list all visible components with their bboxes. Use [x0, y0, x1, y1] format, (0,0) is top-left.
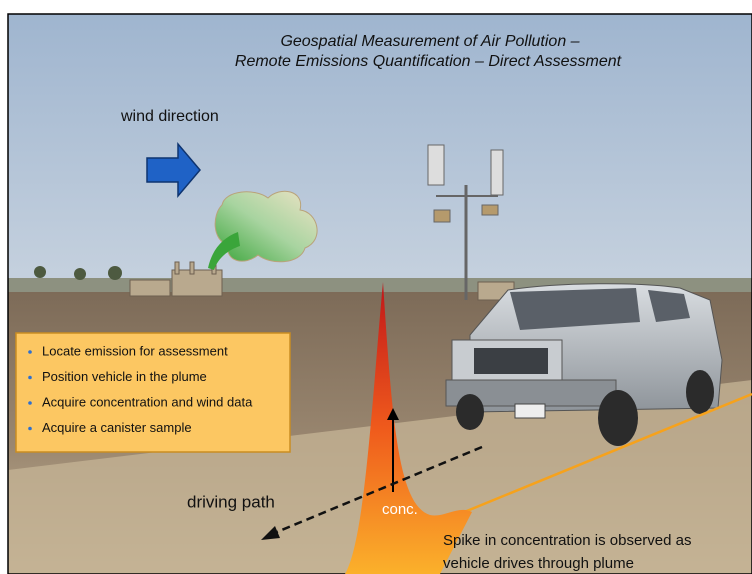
steps-box: Locate emission for assessment Position v… — [15, 332, 291, 453]
bullet — [28, 350, 32, 354]
mast — [427, 144, 504, 300]
driving-arrow-head — [261, 526, 280, 540]
wind-label: wind direction — [120, 108, 219, 125]
step: Acquire a canister sample — [42, 420, 192, 435]
step: Acquire concentration and wind data — [42, 394, 253, 409]
path-label: driving path — [187, 492, 275, 511]
title: Remote Emissions Quantification – Direct… — [235, 53, 622, 70]
driving-arrow — [271, 445, 483, 536]
caption: vehicle drives through plume — [443, 555, 634, 572]
steps-background — [15, 332, 291, 453]
bullet — [28, 426, 32, 431]
bullet — [28, 375, 32, 380]
title: Geospatial Measurement of Air Pollution … — [280, 33, 579, 50]
caption: Spike in concentration is observed as — [443, 532, 691, 549]
slide-frame — [7, 13, 752, 574]
bullet — [28, 401, 32, 405]
spike-label: conc. — [382, 501, 418, 518]
spike-arrow-head — [387, 408, 399, 420]
step: Position vehicle in the plume — [42, 369, 207, 384]
wind-arrow — [146, 141, 201, 199]
vehicle — [445, 283, 723, 446]
step: Locate emission for assessment — [42, 343, 228, 358]
plume-stream — [208, 232, 240, 270]
concentration-spike — [345, 282, 472, 574]
path-line — [439, 392, 752, 524]
